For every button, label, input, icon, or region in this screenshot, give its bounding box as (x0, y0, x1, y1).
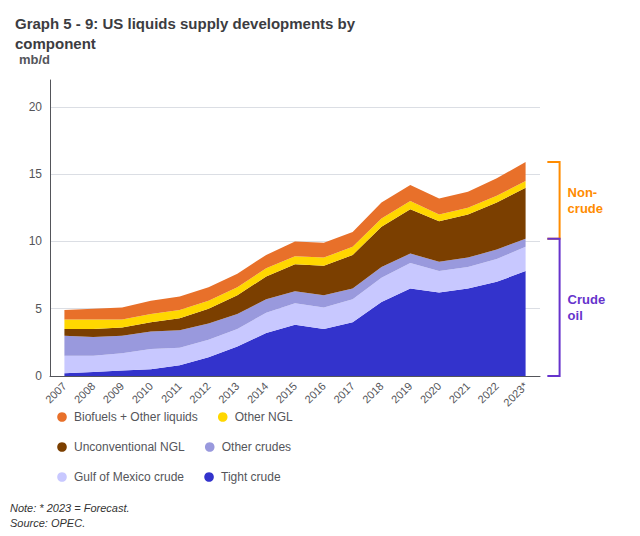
svg-text:Gulf of Mexico crude: Gulf of Mexico crude (74, 470, 184, 484)
svg-text:2009: 2009 (101, 380, 127, 406)
svg-text:Other crudes: Other crudes (222, 440, 291, 454)
svg-text:15: 15 (29, 167, 43, 181)
svg-text:Crude: Crude (568, 292, 606, 307)
svg-text:Other NGL: Other NGL (235, 410, 293, 424)
svg-text:2015: 2015 (273, 380, 299, 406)
svg-text:10: 10 (29, 234, 43, 248)
svg-text:2014: 2014 (245, 380, 271, 406)
svg-text:2007: 2007 (43, 380, 69, 406)
svg-text:Tight crude: Tight crude (221, 470, 281, 484)
svg-text:5: 5 (35, 302, 42, 316)
svg-text:0: 0 (35, 369, 42, 383)
svg-text:2017: 2017 (331, 380, 357, 406)
svg-text:crude: crude (568, 201, 603, 216)
svg-text:component: component (15, 35, 96, 52)
svg-text:Unconventional NGL: Unconventional NGL (74, 440, 185, 454)
svg-text:2018: 2018 (360, 380, 386, 406)
svg-text:Graph 5 - 9: US liquids supply: Graph 5 - 9: US liquids supply developme… (15, 15, 356, 32)
svg-text:Biofuels + Other liquids: Biofuels + Other liquids (74, 410, 198, 424)
svg-text:2013: 2013 (216, 380, 242, 406)
svg-text:2022: 2022 (475, 380, 501, 406)
svg-text:oil: oil (568, 308, 583, 323)
svg-text:2010: 2010 (129, 380, 155, 406)
svg-text:2023*: 2023* (501, 379, 530, 408)
svg-text:2011: 2011 (159, 380, 184, 405)
svg-text:2008: 2008 (72, 380, 98, 406)
svg-text:2021: 2021 (446, 380, 472, 406)
svg-text:Source: OPEC.: Source: OPEC. (10, 517, 85, 529)
svg-text:mb/d: mb/d (19, 52, 50, 67)
svg-text:20: 20 (29, 100, 43, 114)
svg-text:2016: 2016 (302, 380, 328, 406)
svg-text:2019: 2019 (389, 380, 415, 406)
svg-text:Non-: Non- (568, 185, 598, 200)
svg-text:Note: * 2023 = Forecast.: Note: * 2023 = Forecast. (10, 502, 130, 514)
svg-text:2012: 2012 (187, 380, 213, 406)
svg-text:2020: 2020 (418, 380, 444, 406)
